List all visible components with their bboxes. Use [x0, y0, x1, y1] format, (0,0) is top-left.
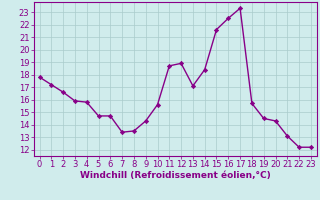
X-axis label: Windchill (Refroidissement éolien,°C): Windchill (Refroidissement éolien,°C) — [80, 171, 271, 180]
